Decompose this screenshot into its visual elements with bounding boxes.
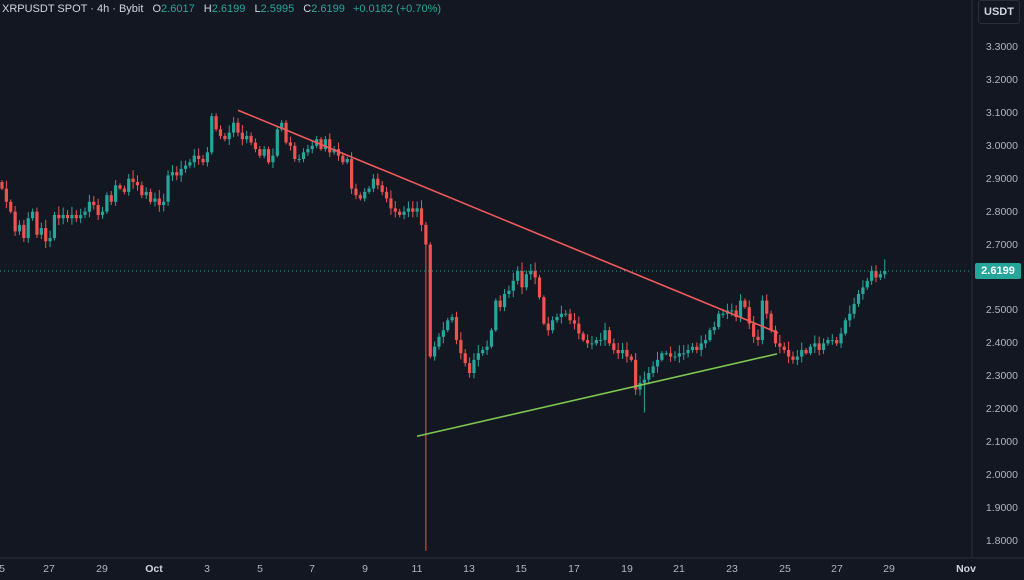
price-tick-label: 3.3000 — [985, 41, 1018, 53]
open-value: 2.6017 — [161, 3, 195, 15]
price-tick-label: 2.7000 — [985, 238, 1018, 251]
support-trendline[interactable] — [416, 353, 778, 438]
date-tick-label: 7 — [309, 563, 315, 575]
price-tick-label: 2.9000 — [985, 172, 1018, 185]
currency-button[interactable]: USDT — [978, 0, 1020, 24]
price-tick-label: 2.1000 — [985, 436, 1018, 449]
close-value: 2.6199 — [311, 3, 345, 15]
candles-layer — [0, 113, 887, 551]
price-tick-label: 2.2000 — [985, 403, 1018, 416]
price-tick-label: 1.8000 — [985, 534, 1018, 547]
date-tick-label: 29 — [96, 563, 108, 575]
price-tick-label: 2.5000 — [985, 304, 1018, 317]
date-tick-label: 27 — [43, 563, 55, 575]
date-tick-label: 3 — [204, 563, 210, 575]
symbol-legend: XRPUSDT SPOT · 4h · Bybit O2.6017 H2.619… — [2, 3, 442, 15]
date-tick-label: 21 — [673, 563, 685, 575]
high-value: 2.6199 — [211, 3, 246, 15]
last-price-label: 2.6199 — [975, 263, 1021, 279]
date-tick-label: 17 — [568, 563, 580, 575]
price-tick-label: 1.9000 — [985, 502, 1018, 515]
date-tick-label: 13 — [463, 563, 475, 575]
price-tick-label: 2.0000 — [985, 469, 1018, 482]
price-tick-label: 2.8000 — [985, 205, 1018, 218]
date-tick-label: 5 — [257, 563, 263, 575]
price-tick-label: 2.4000 — [985, 337, 1018, 350]
date-tick-label: 19 — [621, 563, 633, 575]
price-tick-label: 3.2000 — [985, 73, 1018, 86]
date-tick-label: 25 — [779, 563, 791, 575]
date-tick-label: 5 — [0, 563, 5, 575]
symbol-title[interactable]: XRPUSDT SPOT · 4h · Bybit — [2, 3, 144, 15]
change-value: +0.0182 (+0.70%) — [352, 3, 442, 15]
low-value: 2.5995 — [260, 3, 295, 15]
date-tick-label: 15 — [515, 563, 527, 575]
date-tick-label: Nov — [956, 563, 976, 575]
date-tick-label: 11 — [411, 563, 423, 575]
price-tick-label: 2.3000 — [985, 370, 1018, 383]
trendlines-layer[interactable] — [237, 109, 779, 438]
resistance-trendline[interactable] — [237, 109, 779, 334]
date-tick-label: Oct — [145, 563, 163, 575]
date-tick-label: 23 — [726, 563, 738, 575]
price-tick-label: 3.1000 — [985, 106, 1018, 119]
date-tick-label: 9 — [362, 563, 368, 575]
date-tick-label: 29 — [883, 563, 895, 575]
price-tick-label: 3.0000 — [985, 139, 1018, 152]
date-tick-label: 27 — [831, 563, 843, 575]
